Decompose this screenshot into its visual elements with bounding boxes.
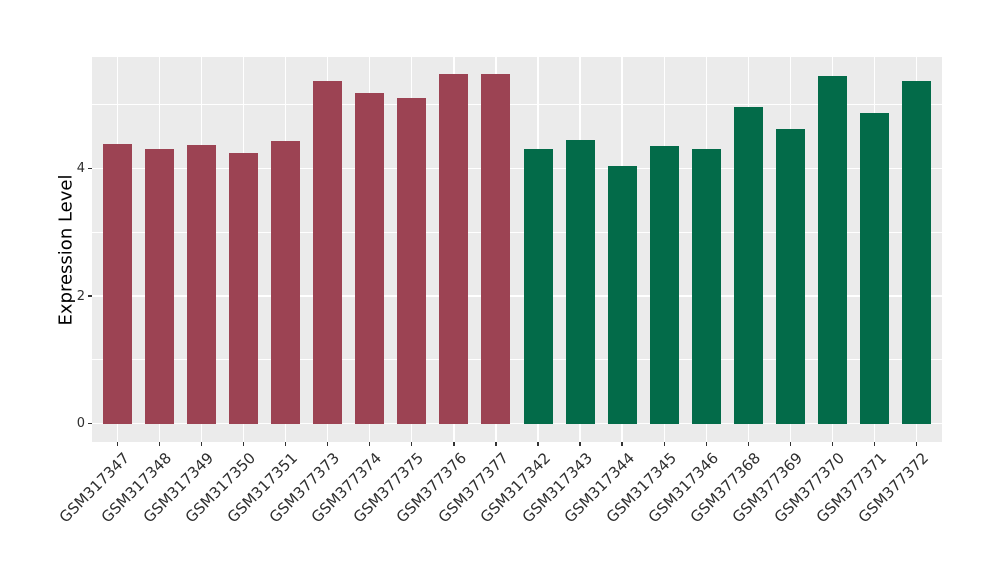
x-tick-mark [284,442,287,446]
bar-GSM317342 [523,148,553,424]
major-gridline [92,295,942,297]
bar-GSM317345 [649,146,679,424]
bar-GSM317346 [691,148,721,424]
bar-GSM377375 [397,98,427,424]
bar-GSM317349 [186,144,216,424]
y-tick-mark [88,422,92,425]
bar-GSM377372 [902,81,932,424]
x-tick-mark [453,442,455,446]
x-tick-mark [873,442,876,446]
y-tick-label: 2 [76,288,85,304]
y-tick-mark [88,167,92,170]
x-tick-mark [747,442,750,446]
bar-GSM377374 [355,93,385,424]
major-gridline [92,167,942,170]
bar-GSM377373 [313,81,343,424]
x-tick-mark [537,442,539,446]
bar-GSM377371 [860,113,890,424]
y-tick-mark [88,295,92,297]
plot-panel [92,57,942,442]
bar-GSM377369 [775,129,806,424]
bar-GSM317351 [271,140,301,424]
y-tick-label: 0 [76,416,85,431]
x-tick-mark [200,442,203,446]
bar-GSM377368 [733,107,763,424]
x-tick-mark [663,442,665,446]
minor-gridline [92,359,942,361]
x-tick-mark [579,442,581,446]
x-tick-mark [831,442,834,446]
x-tick-mark [411,442,413,446]
x-tick-mark [326,442,329,446]
bar-GSM317343 [565,139,595,424]
y-axis-title: Expression Level [55,174,77,326]
x-tick-mark [242,442,245,446]
x-tick-mark [495,442,497,446]
bar-GSM317348 [144,149,174,424]
x-tick-mark [705,442,708,446]
x-tick-mark [116,442,118,446]
major-gridline [92,422,942,425]
x-tick-mark [916,442,918,446]
x-tick-mark [789,442,792,446]
x-tick-mark [369,442,371,446]
x-tick-mark [158,442,161,446]
bar-GSM377376 [439,74,469,424]
minor-gridline [92,104,942,106]
bar-GSM377377 [481,74,511,424]
bar-GSM317347 [102,144,132,424]
minor-gridline [92,231,942,233]
bar-GSM317350 [228,153,258,424]
y-tick-label: 4 [76,161,85,177]
bar-GSM377370 [818,76,848,424]
x-tick-mark [621,442,623,446]
bar-GSM317344 [607,165,637,424]
